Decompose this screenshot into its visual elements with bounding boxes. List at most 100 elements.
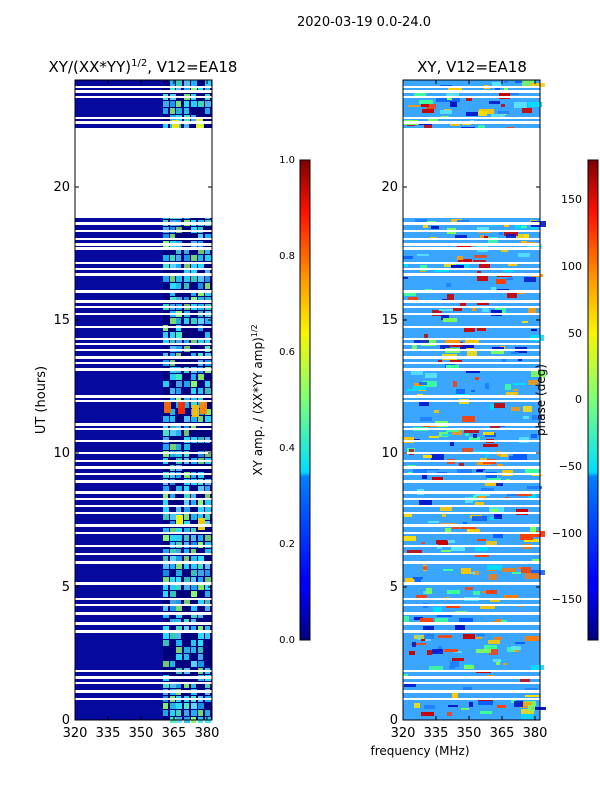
phase-blob [440, 110, 452, 114]
amp-stripe-cell [184, 626, 189, 632]
amp-flag-row [75, 356, 212, 359]
phase-blob [493, 659, 501, 662]
phase-blob [419, 100, 433, 104]
phase-blob [530, 83, 545, 87]
amp-stripe-cell [176, 605, 182, 611]
amp-stripe-cell [176, 444, 181, 450]
phase-blob [422, 474, 427, 479]
phase-blob [445, 528, 451, 534]
phase-blob [403, 536, 416, 541]
amp-stripe-cell [205, 409, 211, 415]
phase-blob [424, 634, 434, 639]
amp-stripe-cell [205, 283, 210, 289]
amp-cbar-tick-3: 0.6 [279, 347, 295, 358]
phase-blob [489, 649, 498, 655]
phase-blob [494, 403, 505, 408]
phase-blob [457, 467, 472, 473]
phase-flag-row [403, 117, 540, 119]
phase-blob [528, 102, 542, 107]
amp-stripe-cell [205, 332, 210, 338]
phase-blob [444, 649, 458, 652]
ph-cbar-label: phase (deg) [534, 364, 548, 436]
amp-flag-row [75, 243, 212, 246]
amp-stripe-cell [191, 80, 197, 86]
phase-flag-row [403, 121, 540, 124]
phase-blob [462, 448, 473, 452]
amp-stripe-cell [163, 514, 169, 520]
phase-blob [457, 256, 463, 260]
phase-blob [520, 534, 533, 540]
amp-stripe-cell [191, 640, 196, 646]
phase-blob [447, 294, 454, 300]
amp-stripe-cell [184, 682, 189, 688]
ph-cbar-tick-0: 0 [575, 393, 582, 406]
amp-stripe-cell [205, 570, 210, 576]
amp-stripe-cell [191, 374, 196, 380]
figure-xlabel: frequency (MHz) [370, 744, 469, 758]
phase-blob [501, 249, 508, 252]
phase-blob [419, 402, 429, 406]
amp-flag-row [75, 400, 212, 402]
phase-blob [448, 705, 458, 707]
amp-flag-row [75, 505, 212, 507]
phase-blob [476, 470, 483, 472]
phase-blob [511, 352, 519, 354]
phase-blob [436, 540, 447, 544]
phase-blob [423, 566, 427, 570]
amp-stripe-cell [176, 255, 181, 261]
phase-blob [473, 571, 479, 575]
phase-flag-row [403, 313, 540, 315]
amp-stripe-cell [170, 549, 176, 555]
phase-blob [461, 568, 471, 574]
phase-blob [485, 383, 489, 389]
phase-blob [520, 677, 530, 683]
phase-heatmap [403, 80, 546, 720]
amp-hot-spot [172, 120, 179, 132]
amp-stripe-cell [163, 570, 169, 576]
phase-flag-row [403, 524, 540, 527]
phase-blob [498, 111, 509, 114]
amp-stripe-cell [163, 430, 169, 436]
phase-blob [503, 663, 507, 665]
phase-blob [463, 522, 467, 525]
amp-stripe-cell [198, 283, 203, 289]
amp-stripe-cell [176, 640, 182, 646]
phase-blob [499, 230, 503, 235]
phase-blob [483, 444, 498, 447]
amplitude-data-gap [75, 128, 212, 218]
phase-flag-row [403, 338, 540, 340]
amp-flag-row [75, 117, 212, 119]
phase-blob [513, 383, 526, 385]
amp-stripe-cell [198, 654, 203, 660]
phase-flag-row [403, 612, 540, 615]
phase-blob [428, 117, 438, 122]
phase-blob [414, 92, 426, 96]
phase-blob [470, 529, 480, 532]
amp-hot-spot [164, 401, 171, 413]
amp-stripe-cell [205, 577, 211, 583]
phase-blob [515, 642, 525, 644]
amp-stripe-cell [176, 332, 182, 338]
phase-blob [452, 693, 458, 698]
amp-stripe-cell [205, 710, 210, 716]
amp-stripe-cell [176, 388, 181, 394]
phase-blob [521, 714, 533, 719]
amp-stripe-cell [205, 248, 210, 254]
amp-stripe-cell [198, 318, 204, 324]
phase-flag-row [403, 480, 540, 483]
phase-blob [476, 634, 485, 636]
amp-hot-spot [200, 402, 207, 414]
amp-stripe-cell [176, 633, 181, 639]
phase-blob [477, 326, 486, 331]
phase-blob [459, 618, 473, 623]
amp-stripe-cell [176, 682, 181, 688]
amp-stripe-cell [163, 626, 169, 632]
amp-stripe-cell [191, 528, 196, 534]
phase-blob [507, 293, 517, 298]
phase-blob [450, 360, 462, 363]
ph-cbar-tick-100: 100 [561, 260, 582, 273]
amp-cbar-tick-2: 0.4 [279, 443, 295, 454]
amp-stripe-cell [184, 255, 190, 261]
phase-blob [504, 595, 518, 599]
phase-blob [446, 91, 459, 97]
